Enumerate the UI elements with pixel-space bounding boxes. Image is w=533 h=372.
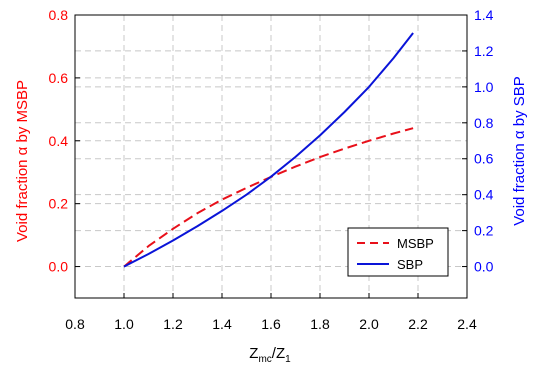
x-axis-label-main: Z <box>249 345 258 362</box>
x-axis-label-sub2: 1 <box>285 354 291 365</box>
y-axis-right-label: Void fraction α by SBP <box>511 76 528 226</box>
x-tick-label: 1.4 <box>212 316 232 332</box>
x-tick-label: 2.4 <box>457 316 477 332</box>
x-tick-label: 2.2 <box>408 316 428 332</box>
y-left-tick-label: 0.4 <box>49 133 69 149</box>
x-axis-label: Zmc/Z1 <box>249 345 291 365</box>
x-tick-label: 1.0 <box>114 316 134 332</box>
y-right-tick-label: 1.0 <box>474 79 494 95</box>
series-layer <box>123 32 414 268</box>
y-right-tick-label: 0.0 <box>474 259 494 275</box>
y-right-tick-label: 1.2 <box>474 43 494 59</box>
legend-box <box>347 227 449 277</box>
x-axis-label-mid: /Z <box>272 345 285 362</box>
x-tick-label: 0.8 <box>65 316 85 332</box>
x-tick-label: 1.8 <box>310 316 330 332</box>
ticks: 0.8 1.0 1.2 1.4 1.6 1.8 2.0 2.2 2.4 0.0 0.2 0.4 0.6 0… <box>49 7 494 332</box>
x-axis-label-sub1: mc <box>258 354 271 365</box>
legend: MSBP SBP <box>347 227 449 277</box>
legend-sbp-label: SBP <box>397 257 423 272</box>
x-tick-label: 2.0 <box>359 316 379 332</box>
y-right-tick-label: 0.2 <box>474 223 494 239</box>
y-left-tick-label: 0.2 <box>49 196 69 212</box>
x-tick-label: 1.2 <box>163 316 183 332</box>
y-right-tick-label: 1.4 <box>474 7 494 23</box>
y-right-tick-label: 0.8 <box>474 115 494 131</box>
y-right-tick-label: 0.4 <box>474 187 494 203</box>
y-left-tick-label: 0.0 <box>49 259 69 275</box>
y-left-tick-label: 0.6 <box>49 70 69 86</box>
series-line-sbp <box>123 32 414 268</box>
y-left-tick-label: 0.8 <box>49 7 69 23</box>
y-right-tick-label: 0.6 <box>474 151 494 167</box>
x-tick-label: 1.6 <box>261 316 281 332</box>
legend-msbp-label: MSBP <box>397 236 434 251</box>
y-axis-left-label: Void fraction α by MSBP <box>14 80 31 242</box>
